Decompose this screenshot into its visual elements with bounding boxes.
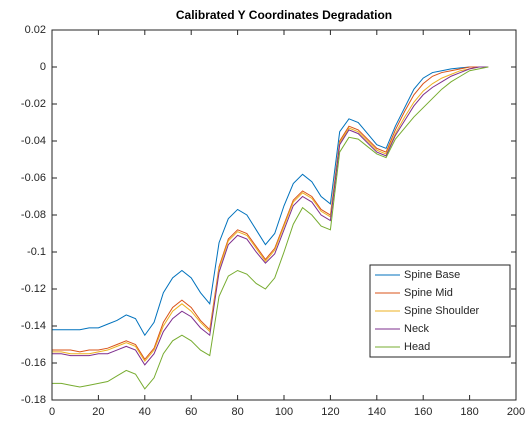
data-line: [52, 66, 489, 362]
y-tick-label: -0.04: [21, 135, 46, 147]
x-tick-label: 40: [139, 406, 151, 418]
chart-title: Calibrated Y Coordinates Degradation: [176, 8, 392, 22]
y-tick-label: -0.06: [21, 172, 46, 184]
x-tick-label: 0: [49, 406, 55, 418]
y-tick-label: -0.18: [21, 394, 46, 406]
legend-label: Spine Shoulder: [404, 305, 480, 317]
x-tick-label: 140: [368, 406, 386, 418]
data-line: [52, 66, 489, 366]
axes-box: [51, 29, 517, 401]
data-line: [52, 66, 489, 361]
x-tick-label: 120: [321, 406, 339, 418]
data-line: [52, 66, 489, 337]
x-tick-label: 80: [231, 406, 243, 418]
y-tick-label: -0.16: [21, 357, 46, 369]
y-tick-label: -0.14: [21, 320, 46, 332]
legend-label: Head: [404, 341, 430, 353]
x-tick-label: 100: [275, 406, 293, 418]
y-tick-label: -0.12: [21, 283, 46, 295]
y-tick-label: -0.08: [21, 209, 46, 221]
legend-label: Neck: [404, 323, 430, 335]
x-tick-label: 20: [92, 406, 104, 418]
y-tick-label: 0.02: [25, 24, 46, 36]
x-tick-label: 200: [507, 406, 525, 418]
y-tick-label: 0: [40, 61, 46, 73]
x-tick-label: 60: [185, 406, 197, 418]
data-line: [52, 66, 489, 390]
y-tick-label: -0.1: [27, 246, 46, 258]
legend-label: Spine Base: [404, 269, 460, 281]
legend: Spine Base Spine Mid Spine Shoulder Neck Hea…: [369, 264, 511, 358]
y-tick-label: -0.02: [21, 98, 46, 110]
x-tick-label: 180: [460, 406, 478, 418]
x-tick-label: 160: [414, 406, 432, 418]
legend-label: Spine Mid: [404, 287, 453, 299]
